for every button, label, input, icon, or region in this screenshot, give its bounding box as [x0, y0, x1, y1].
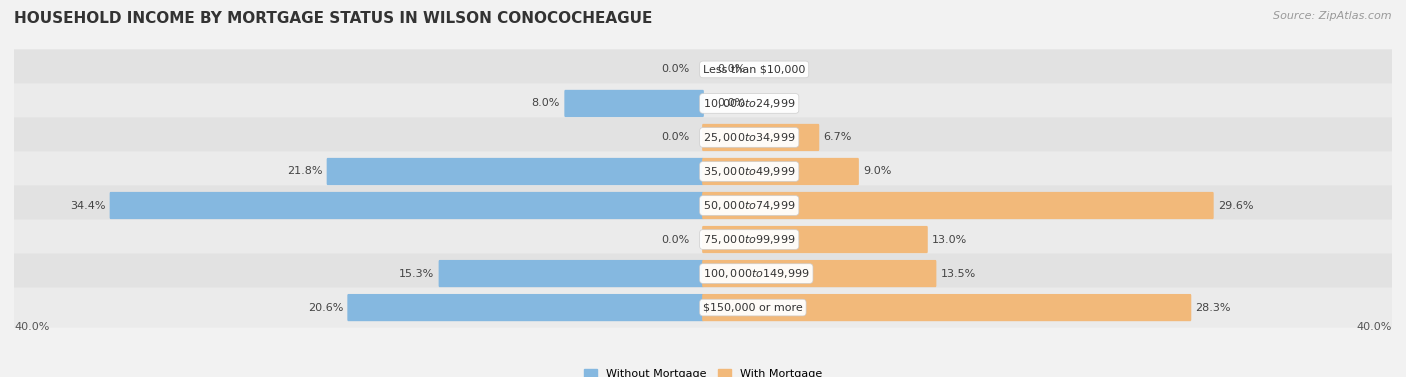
FancyBboxPatch shape — [11, 253, 1395, 294]
Text: 20.6%: 20.6% — [308, 303, 343, 313]
Text: Source: ZipAtlas.com: Source: ZipAtlas.com — [1274, 11, 1392, 21]
FancyBboxPatch shape — [11, 185, 1395, 225]
Text: 21.8%: 21.8% — [287, 167, 322, 176]
Text: $10,000 to $24,999: $10,000 to $24,999 — [703, 97, 796, 110]
Text: 8.0%: 8.0% — [531, 98, 560, 109]
Text: 9.0%: 9.0% — [863, 167, 891, 176]
Text: HOUSEHOLD INCOME BY MORTGAGE STATUS IN WILSON CONOCOCHEAGUE: HOUSEHOLD INCOME BY MORTGAGE STATUS IN W… — [14, 11, 652, 26]
Text: 6.7%: 6.7% — [824, 132, 852, 143]
FancyBboxPatch shape — [11, 219, 1395, 260]
FancyBboxPatch shape — [11, 117, 1395, 158]
Text: 40.0%: 40.0% — [1357, 322, 1392, 332]
FancyBboxPatch shape — [11, 83, 1395, 124]
FancyBboxPatch shape — [702, 226, 928, 253]
Text: 15.3%: 15.3% — [399, 268, 434, 279]
Text: 13.0%: 13.0% — [932, 234, 967, 245]
Text: 29.6%: 29.6% — [1218, 201, 1254, 210]
Text: 0.0%: 0.0% — [661, 64, 689, 74]
FancyBboxPatch shape — [439, 260, 704, 287]
Legend: Without Mortgage, With Mortgage: Without Mortgage, With Mortgage — [579, 365, 827, 377]
Text: 0.0%: 0.0% — [661, 132, 689, 143]
FancyBboxPatch shape — [347, 294, 704, 321]
Text: $50,000 to $74,999: $50,000 to $74,999 — [703, 199, 796, 212]
Text: 0.0%: 0.0% — [717, 98, 745, 109]
FancyBboxPatch shape — [326, 158, 704, 185]
Text: $25,000 to $34,999: $25,000 to $34,999 — [703, 131, 796, 144]
FancyBboxPatch shape — [564, 90, 704, 117]
Text: 34.4%: 34.4% — [70, 201, 105, 210]
Text: $150,000 or more: $150,000 or more — [703, 303, 803, 313]
Text: 0.0%: 0.0% — [661, 234, 689, 245]
FancyBboxPatch shape — [110, 192, 704, 219]
Text: 40.0%: 40.0% — [14, 322, 49, 332]
Text: Less than $10,000: Less than $10,000 — [703, 64, 806, 74]
FancyBboxPatch shape — [702, 124, 820, 151]
FancyBboxPatch shape — [11, 152, 1395, 192]
Text: $100,000 to $149,999: $100,000 to $149,999 — [703, 267, 810, 280]
Text: $75,000 to $99,999: $75,000 to $99,999 — [703, 233, 796, 246]
FancyBboxPatch shape — [702, 260, 936, 287]
FancyBboxPatch shape — [11, 49, 1395, 89]
Text: $35,000 to $49,999: $35,000 to $49,999 — [703, 165, 796, 178]
Text: 0.0%: 0.0% — [717, 64, 745, 74]
FancyBboxPatch shape — [702, 294, 1191, 321]
FancyBboxPatch shape — [702, 192, 1213, 219]
FancyBboxPatch shape — [702, 158, 859, 185]
Text: 28.3%: 28.3% — [1195, 303, 1232, 313]
Text: 13.5%: 13.5% — [941, 268, 976, 279]
FancyBboxPatch shape — [11, 288, 1395, 328]
